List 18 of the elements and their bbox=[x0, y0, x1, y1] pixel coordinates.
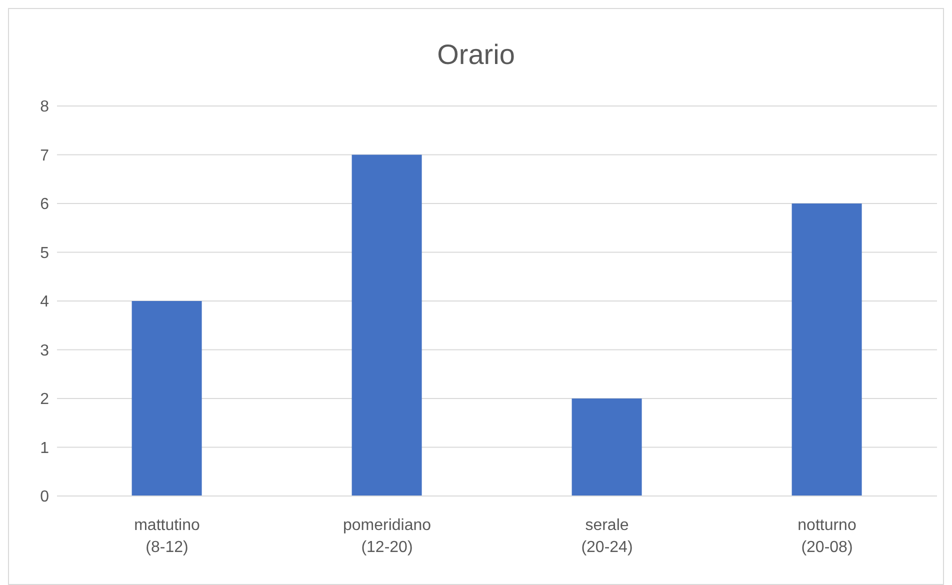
y-tick-label: 4 bbox=[40, 294, 50, 311]
x-tick-label: serale (20-24) bbox=[581, 517, 633, 556]
bar bbox=[572, 398, 642, 496]
x-tick-label: pomeridiano (12-20) bbox=[342, 517, 432, 556]
bar bbox=[792, 204, 862, 496]
y-tick-label: 6 bbox=[40, 196, 50, 214]
y-tick-label: 3 bbox=[40, 342, 50, 360]
y-tick-label: 2 bbox=[40, 391, 50, 408]
x-tick-label: mattutino (8-12) bbox=[134, 517, 200, 556]
x-tick-label: notturno (20-08) bbox=[798, 517, 856, 556]
y-tick-label: 8 bbox=[40, 98, 50, 116]
y-tick-label: 1 bbox=[40, 440, 50, 457]
y-tick-label: 5 bbox=[40, 244, 50, 262]
chart-title: Orario bbox=[436, 39, 516, 71]
y-tick-label: 0 bbox=[40, 488, 50, 506]
y-tick-label: 7 bbox=[40, 147, 50, 164]
bar bbox=[352, 154, 422, 496]
bar bbox=[132, 301, 202, 496]
